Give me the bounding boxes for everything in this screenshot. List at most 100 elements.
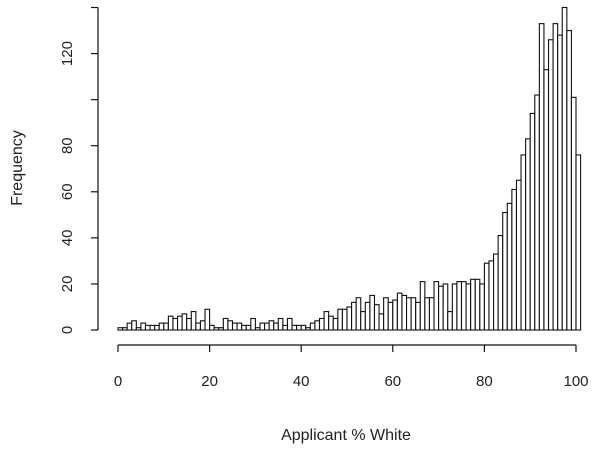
- histogram-bar: [474, 278, 481, 331]
- histogram-bar: [245, 324, 252, 331]
- histogram-bar: [181, 313, 188, 331]
- histogram-bar: [254, 327, 261, 331]
- histogram-bar: [149, 324, 156, 331]
- histogram-bar: [309, 322, 316, 331]
- histogram-bar: [534, 94, 540, 331]
- histogram-bar: [415, 301, 421, 331]
- histogram-bar: [502, 211, 508, 331]
- histogram-bar: [204, 308, 211, 331]
- histogram-bar: [433, 281, 440, 331]
- histogram-bar: [186, 317, 192, 331]
- histogram-bar: [387, 301, 394, 331]
- histogram-bar: [438, 285, 444, 331]
- histogram-bar: [268, 320, 275, 331]
- histogram-bar: [332, 317, 339, 331]
- y-axis-title: Frequency: [9, 130, 26, 206]
- histogram-bar: [241, 324, 247, 331]
- x-tick-label: 0: [114, 373, 122, 390]
- histogram-bar: [131, 320, 137, 331]
- histogram-bar: [314, 320, 321, 331]
- histogram-bar: [493, 253, 499, 331]
- histogram-bar: [231, 322, 238, 331]
- histogram-bar: [158, 322, 165, 331]
- histogram-bar: [213, 327, 220, 331]
- histogram-bar: [456, 281, 463, 331]
- histogram-bar: [323, 311, 330, 331]
- x-tick-label: 100: [563, 373, 588, 390]
- histogram-bar: [364, 301, 371, 331]
- histogram-bar: [218, 327, 224, 331]
- y-tick-label: 80: [59, 137, 76, 154]
- x-tick-label: 60: [384, 373, 401, 390]
- histogram-bar: [305, 327, 311, 331]
- histogram-bar: [525, 138, 531, 331]
- histogram-bar: [543, 69, 550, 331]
- histogram-bar: [190, 311, 197, 331]
- y-axis: 0 20 40 60 80 120: [59, 6, 99, 334]
- histogram-bar: [154, 324, 160, 331]
- x-tick-label: 40: [293, 373, 310, 390]
- histogram-bar: [227, 320, 234, 331]
- histogram-bar: [428, 297, 435, 331]
- histogram-bar: [259, 322, 266, 331]
- histogram-bar: [209, 324, 215, 331]
- x-axis: 0 20 40 60 80 100: [114, 344, 589, 390]
- histogram-bar: [236, 322, 243, 331]
- histogram-bar: [520, 154, 527, 331]
- histogram-bar: [373, 304, 380, 331]
- histogram-bars: [117, 6, 582, 331]
- histogram-bar: [277, 317, 284, 331]
- histogram-bar: [419, 281, 426, 331]
- y-tick-label: 0: [59, 326, 76, 334]
- histogram-bar: [383, 297, 389, 331]
- histogram-bar: [401, 294, 408, 331]
- histogram-bar: [126, 322, 133, 331]
- histogram-bar: [378, 313, 385, 331]
- histogram-bar: [442, 283, 449, 331]
- histogram-bar: [360, 311, 366, 331]
- histogram-bar: [575, 154, 582, 331]
- histogram-bar: [369, 294, 376, 331]
- histogram-bar: [140, 322, 147, 331]
- histogram-bar: [392, 299, 398, 331]
- histogram-bar: [405, 297, 412, 331]
- histogram-bar: [557, 34, 563, 331]
- histogram-bar: [479, 283, 485, 331]
- y-tick-label: 20: [59, 276, 76, 293]
- histogram-bar: [552, 23, 559, 331]
- x-axis-title: Applicant % White: [281, 427, 411, 444]
- histogram-bar: [451, 283, 458, 331]
- histogram-bar: [337, 308, 343, 331]
- y-tick-label: 60: [59, 183, 76, 200]
- histogram-bar: [410, 297, 417, 331]
- histogram-bar: [195, 322, 201, 331]
- histogram-bar: [167, 315, 174, 331]
- histogram-bar: [561, 6, 568, 331]
- histogram-bar: [264, 322, 270, 331]
- histogram-bar: [460, 281, 467, 331]
- histogram-bar: [291, 324, 298, 331]
- x-tick-label: 20: [201, 373, 218, 390]
- y-tick-label: 40: [59, 230, 76, 247]
- histogram-bar: [538, 23, 545, 331]
- histogram-bar: [566, 29, 572, 331]
- histogram-bar: [346, 306, 353, 331]
- histogram-bar: [318, 317, 325, 331]
- histogram-bar: [144, 324, 151, 331]
- histogram-bar: [497, 235, 504, 331]
- x-tick-label: 80: [476, 373, 493, 390]
- histogram-bar: [506, 202, 513, 331]
- histogram-bar: [515, 179, 522, 331]
- histogram-bar: [273, 322, 279, 331]
- histogram-bar: [199, 320, 206, 331]
- histogram-bar: [163, 322, 169, 331]
- histogram-bar: [547, 39, 554, 331]
- histogram-bar: [250, 317, 256, 331]
- histogram-bar: [396, 292, 403, 331]
- histogram-bar: [117, 327, 124, 331]
- histogram-bar: [222, 317, 229, 331]
- histogram-bar: [488, 260, 495, 331]
- histogram-bar: [447, 311, 453, 331]
- histogram-bar: [355, 297, 362, 331]
